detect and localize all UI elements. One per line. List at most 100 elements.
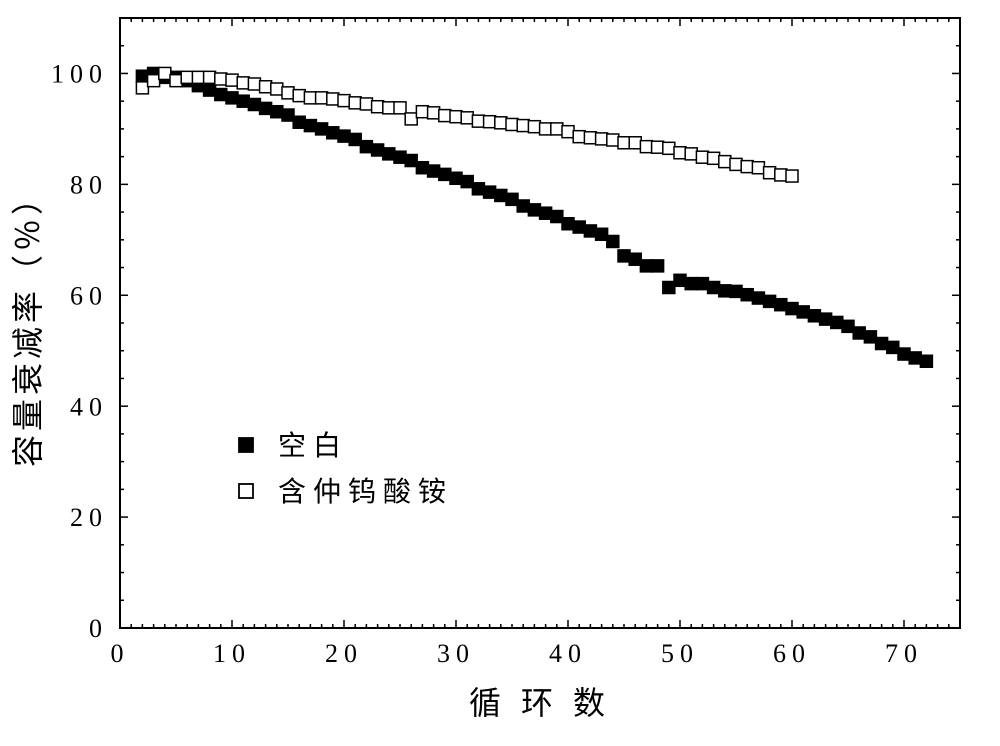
marker-apt [428,107,440,119]
marker-apt [416,106,428,118]
marker-apt [584,132,596,144]
marker-blank [842,320,854,332]
marker-apt [719,156,731,168]
marker-apt [484,116,496,128]
marker-apt [282,87,294,99]
marker-blank [618,250,630,262]
marker-apt [405,113,417,125]
marker-blank [831,316,843,328]
marker-blank [853,327,865,339]
marker-blank [338,130,350,142]
marker-apt [215,73,227,85]
chart-svg: 010203040506070020406080100空 白含 仲 钨 酸 铵 [50,8,970,678]
marker-apt [752,162,764,174]
marker-blank [293,116,305,128]
marker-blank [719,285,731,297]
marker-apt [372,101,384,113]
chart-plot-area: 010203040506070020406080100空 白含 仲 钨 酸 铵 [120,18,960,628]
marker-blank [696,278,708,290]
legend-label-blank: 空 白 [278,430,341,462]
marker-blank [540,207,552,219]
marker-blank [808,310,820,322]
marker-blank [405,155,417,167]
marker-apt [170,75,182,87]
marker-apt [192,71,204,83]
marker-apt [226,74,238,86]
marker-apt [663,142,675,154]
marker-blank [136,70,148,82]
marker-apt [327,93,339,105]
marker-apt [775,169,787,181]
y-tick-label: 100 [51,60,108,89]
marker-blank [528,204,540,216]
marker-apt [293,90,305,102]
marker-blank [629,253,641,265]
marker-blank [607,235,619,247]
marker-blank [383,148,395,160]
x-axis-label: 循 环 数 [469,678,611,724]
marker-apt [607,134,619,146]
marker-blank [876,338,888,350]
marker-apt [439,110,451,122]
marker-blank [685,278,697,290]
x-tick-label: 0 [111,639,130,668]
marker-blank [461,176,473,188]
marker-apt [596,133,608,145]
x-tick-label: 50 [661,639,699,668]
marker-apt [495,117,507,129]
marker-blank [327,127,339,139]
marker-blank [484,186,496,198]
y-tick-label: 40 [70,392,108,421]
marker-blank [864,331,876,343]
marker-blank [584,225,596,237]
marker-apt [741,161,753,173]
marker-blank [752,292,764,304]
marker-blank [260,102,272,114]
legend-marker-apt [239,484,253,498]
marker-apt [271,83,283,95]
marker-blank [304,120,316,132]
x-tick-label: 30 [437,639,475,668]
x-tick-label: 60 [773,639,811,668]
marker-apt [629,137,641,149]
x-tick-label: 40 [549,639,587,668]
marker-blank [237,95,249,107]
marker-apt [540,123,552,135]
marker-blank [640,260,652,272]
marker-blank [898,348,910,360]
marker-blank [764,295,776,307]
marker-blank [674,274,686,286]
marker-apt [685,148,697,160]
marker-apt [652,141,664,153]
marker-apt [304,92,316,104]
y-tick-label: 0 [89,614,108,643]
marker-apt [618,137,630,149]
marker-blank [349,133,361,145]
marker-apt [148,75,160,87]
x-tick-label: 20 [325,639,363,668]
marker-blank [573,221,585,233]
marker-blank [450,172,462,184]
marker-blank [920,355,932,367]
marker-apt [383,102,395,114]
chart-page: 010203040506070020406080100空 白含 仲 钨 酸 铵 … [0,0,1000,746]
marker-apt [136,82,148,94]
marker-apt [316,92,328,104]
y-axis-label: 容量衰减率（％） [3,179,49,467]
y-tick-label: 80 [70,170,108,199]
marker-apt [338,95,350,107]
marker-blank [663,282,675,294]
marker-blank [316,123,328,135]
marker-apt [181,71,193,83]
marker-apt [349,97,361,109]
marker-blank [820,313,832,325]
marker-blank [416,162,428,174]
marker-blank [248,99,260,111]
marker-apt [562,126,574,138]
marker-apt [528,121,540,133]
marker-blank [775,299,787,311]
marker-apt [159,67,171,79]
marker-apt [696,151,708,163]
marker-apt [730,158,742,170]
marker-apt [764,167,776,179]
